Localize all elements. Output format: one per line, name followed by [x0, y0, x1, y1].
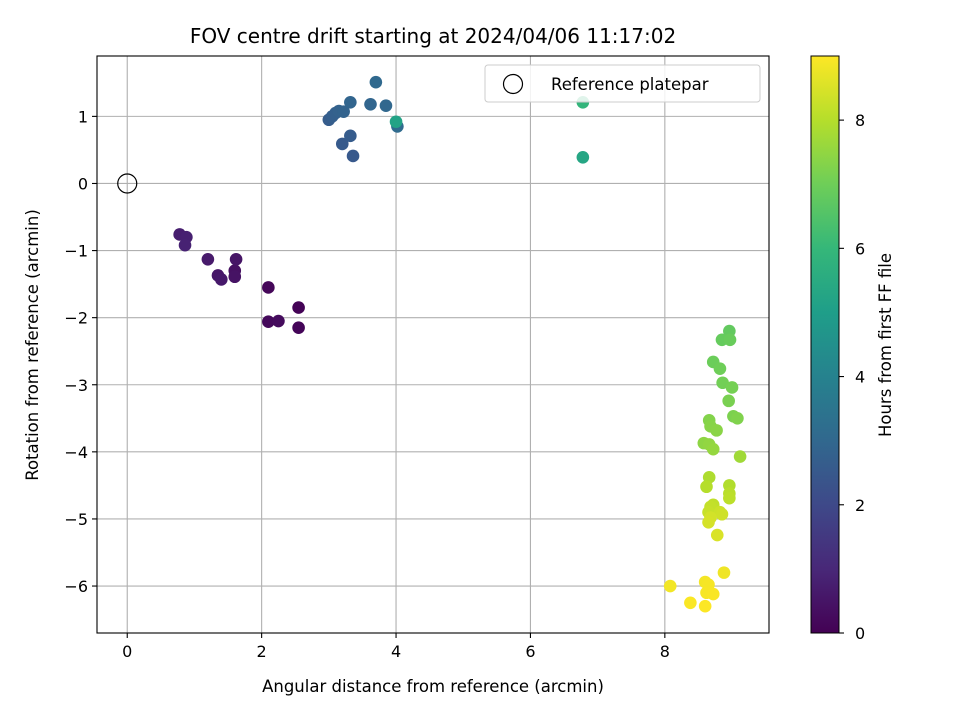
data-point	[576, 151, 590, 164]
y-tick-label: 1	[78, 107, 88, 126]
data-point	[715, 507, 729, 521]
data-point	[706, 587, 720, 601]
data-point	[262, 315, 275, 328]
grid-lines	[97, 56, 769, 633]
data-point	[716, 376, 729, 390]
colorbar-tick-label: 4	[855, 368, 865, 387]
data-point	[706, 442, 720, 456]
data-point	[292, 301, 305, 314]
colorbar-gradient	[810, 55, 840, 634]
colorbar: 0 2 4 6 8 Hours from first FF file	[810, 55, 895, 643]
reference-platepar-point	[117, 173, 138, 194]
colorbar-tick-label: 6	[855, 239, 865, 258]
y-axis-label: Rotation from reference (arcmin)	[23, 209, 42, 481]
data-point	[379, 99, 393, 112]
data-point	[717, 566, 731, 579]
x-tick-label: 0	[122, 642, 132, 661]
data-point	[698, 599, 712, 613]
data-point	[389, 115, 403, 129]
data-point	[228, 270, 242, 284]
data-point	[713, 362, 727, 375]
x-axis-ticks: 0 2 4 6 8	[122, 633, 670, 661]
data-point	[344, 95, 357, 109]
data-point	[710, 528, 724, 542]
y-axis-ticks: −6 −5 −4 −3 −2 −1 0 1	[64, 107, 97, 596]
plot-frame	[96, 55, 770, 634]
data-point	[344, 129, 357, 143]
data-point	[178, 238, 192, 252]
y-tick-label: 0	[78, 174, 88, 193]
legend-box	[484, 64, 761, 103]
data-point	[229, 252, 243, 266]
x-axis-label: Angular distance from reference (arcmin)	[262, 677, 604, 696]
data-point	[346, 149, 360, 163]
y-tick-label: −2	[64, 309, 88, 328]
y-tick-label: −4	[64, 443, 88, 462]
legend-marker	[502, 73, 524, 95]
legend: Reference platepar	[484, 64, 761, 103]
data-point	[723, 491, 736, 505]
colorbar-ticks: 0 2 4 6 8	[839, 111, 865, 643]
data-point	[733, 450, 747, 463]
data-point	[369, 75, 383, 89]
colorbar-tick-label: 2	[855, 496, 865, 515]
colorbar-label: Hours from first FF file	[876, 253, 895, 437]
y-tick-label: −3	[64, 376, 88, 395]
y-tick-label: −5	[64, 510, 88, 529]
data-point	[272, 314, 285, 328]
data-point	[725, 381, 739, 394]
x-tick-label: 6	[525, 642, 535, 661]
colorbar-tick-label: 0	[855, 624, 865, 643]
colorbar-tick-label: 8	[855, 111, 865, 130]
data-point	[663, 579, 677, 593]
reference-marker	[117, 173, 138, 194]
data-point	[702, 515, 715, 529]
data-point	[335, 137, 349, 151]
data-point	[731, 412, 744, 425]
scatter-points	[173, 75, 747, 613]
y-tick-label: −6	[64, 577, 88, 596]
data-point	[292, 321, 305, 335]
data-point	[722, 394, 735, 408]
data-point	[262, 281, 275, 294]
x-tick-label: 8	[660, 642, 670, 661]
y-tick-label: −1	[64, 242, 88, 261]
data-point	[337, 105, 350, 118]
data-point	[364, 98, 377, 111]
x-tick-label: 2	[257, 642, 267, 661]
data-point	[684, 596, 697, 610]
legend-label: Reference platepar	[551, 75, 709, 94]
x-tick-label: 4	[391, 642, 401, 661]
data-point	[700, 480, 713, 494]
data-point	[723, 333, 737, 347]
data-point	[201, 252, 215, 266]
data-point	[215, 273, 228, 286]
chart-title: FOV centre drift starting at 2024/04/06 …	[190, 24, 676, 48]
data-point	[710, 424, 723, 437]
